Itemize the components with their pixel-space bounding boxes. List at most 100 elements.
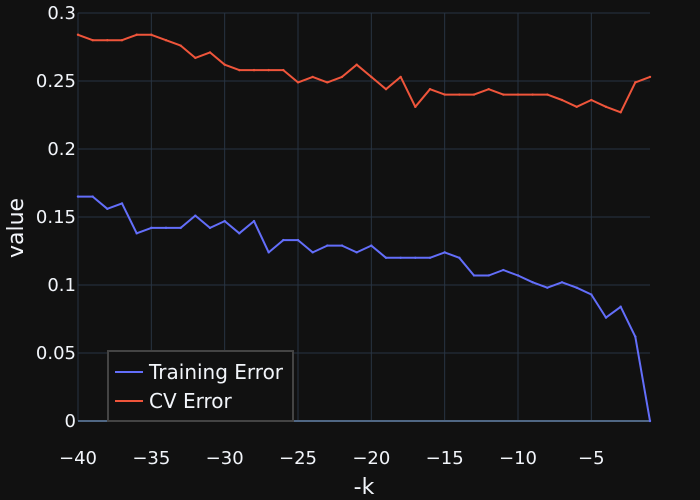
series-line-training-error[interactable]	[78, 195, 651, 422]
data-point-cv-error[interactable]	[164, 39, 168, 42]
legend[interactable]: Training Error CV Error	[107, 350, 294, 422]
data-point-cv-error[interactable]	[135, 33, 138, 36]
y-tick-label: 0.3	[47, 3, 76, 24]
data-point-training-error[interactable]	[604, 316, 608, 319]
data-point-cv-error[interactable]	[194, 56, 197, 60]
data-point-cv-error[interactable]	[472, 93, 476, 96]
data-point-training-error[interactable]	[575, 286, 578, 289]
data-point-training-error[interactable]	[223, 219, 226, 223]
data-point-training-error[interactable]	[91, 195, 94, 198]
data-point-cv-error[interactable]	[150, 33, 153, 36]
data-point-cv-error[interactable]	[443, 93, 446, 96]
data-point-training-error[interactable]	[516, 274, 520, 277]
data-point-training-error[interactable]	[76, 195, 80, 198]
data-point-cv-error[interactable]	[238, 68, 241, 72]
data-point-training-error[interactable]	[648, 419, 652, 423]
data-point-cv-error[interactable]	[370, 75, 373, 79]
data-point-training-error[interactable]	[179, 226, 182, 230]
data-point-training-error[interactable]	[208, 226, 212, 230]
data-point-cv-error[interactable]	[91, 39, 94, 42]
data-point-training-error[interactable]	[106, 207, 109, 211]
data-point-cv-error[interactable]	[326, 81, 329, 84]
data-point-training-error[interactable]	[296, 238, 300, 242]
data-point-training-error[interactable]	[487, 274, 490, 277]
data-point-training-error[interactable]	[355, 251, 358, 254]
data-point-training-error[interactable]	[120, 202, 124, 205]
y-tick-label: 0	[65, 411, 76, 432]
data-point-training-error[interactable]	[150, 226, 153, 230]
data-point-training-error[interactable]	[399, 256, 402, 259]
data-point-cv-error[interactable]	[575, 105, 578, 109]
data-point-cv-error[interactable]	[106, 39, 109, 42]
x-tick-label: −20	[352, 448, 390, 469]
data-point-cv-error[interactable]	[634, 81, 637, 84]
data-point-cv-error[interactable]	[428, 87, 432, 91]
data-point-training-error[interactable]	[634, 335, 637, 338]
data-point-training-error[interactable]	[384, 256, 388, 259]
data-point-training-error[interactable]	[370, 244, 373, 247]
data-point-cv-error[interactable]	[208, 51, 212, 54]
data-point-cv-error[interactable]	[487, 87, 490, 91]
data-point-cv-error[interactable]	[282, 68, 285, 72]
data-point-cv-error[interactable]	[648, 75, 652, 79]
data-point-training-error[interactable]	[267, 251, 270, 254]
data-point-training-error[interactable]	[238, 232, 241, 235]
legend-label-training-error[interactable]: Training Error	[148, 360, 284, 384]
data-point-training-error[interactable]	[458, 256, 461, 259]
data-point-cv-error[interactable]	[179, 44, 182, 47]
data-point-training-error[interactable]	[472, 274, 476, 277]
y-tick-label: 0.05	[36, 343, 76, 364]
x-tick-label: −25	[279, 448, 317, 469]
data-point-cv-error[interactable]	[619, 111, 622, 114]
data-point-cv-error[interactable]	[223, 63, 226, 66]
x-tick-label: −15	[426, 448, 464, 469]
data-point-cv-error[interactable]	[120, 39, 124, 42]
data-point-training-error[interactable]	[590, 293, 593, 296]
data-point-cv-error[interactable]	[252, 68, 256, 72]
data-point-cv-error[interactable]	[502, 93, 505, 96]
data-point-cv-error[interactable]	[399, 75, 402, 79]
y-axis-title: value	[4, 198, 29, 258]
x-tick-label: −30	[206, 448, 244, 469]
data-point-training-error[interactable]	[252, 219, 256, 223]
data-point-training-error[interactable]	[164, 226, 168, 230]
series-line-cv-error[interactable]	[77, 33, 651, 114]
data-point-training-error[interactable]	[531, 281, 534, 284]
y-tick-label: 0.2	[47, 139, 76, 160]
data-point-training-error[interactable]	[546, 286, 549, 289]
data-point-cv-error[interactable]	[296, 81, 300, 84]
data-point-training-error[interactable]	[619, 305, 622, 308]
data-point-cv-error[interactable]	[340, 75, 344, 79]
data-point-training-error[interactable]	[428, 256, 432, 259]
data-point-training-error[interactable]	[443, 251, 446, 254]
data-point-training-error[interactable]	[194, 214, 197, 217]
x-tick-label: −5	[578, 448, 605, 469]
x-tick-label: −40	[59, 448, 97, 469]
data-point-training-error[interactable]	[340, 244, 344, 247]
data-point-cv-error[interactable]	[355, 63, 358, 66]
data-point-training-error[interactable]	[502, 268, 505, 272]
data-point-cv-error[interactable]	[590, 98, 593, 102]
data-point-cv-error[interactable]	[311, 75, 314, 79]
data-point-cv-error[interactable]	[560, 98, 564, 102]
y-tick-label: 0.25	[36, 71, 76, 92]
data-point-cv-error[interactable]	[546, 93, 549, 96]
data-point-cv-error[interactable]	[414, 105, 417, 109]
data-point-training-error[interactable]	[282, 238, 285, 242]
data-point-cv-error[interactable]	[458, 93, 461, 96]
data-point-cv-error[interactable]	[267, 68, 270, 72]
legend-label-cv-error[interactable]: CV Error	[149, 389, 233, 413]
data-point-training-error[interactable]	[560, 281, 564, 284]
data-point-cv-error[interactable]	[531, 93, 534, 96]
data-point-training-error[interactable]	[326, 244, 329, 247]
data-point-cv-error[interactable]	[76, 33, 80, 36]
data-point-cv-error[interactable]	[516, 93, 520, 96]
data-point-cv-error[interactable]	[384, 87, 388, 91]
data-point-cv-error[interactable]	[604, 105, 608, 109]
data-point-training-error[interactable]	[414, 256, 417, 259]
x-tick-label: −10	[499, 448, 537, 469]
data-point-training-error[interactable]	[135, 232, 138, 235]
tick-layer: −40 −35 −30 −25 −20 −15 −10 −5 0 0.05 0.1 0.15 0.2 0.…	[36, 3, 605, 469]
data-point-training-error[interactable]	[311, 251, 314, 254]
x-axis-title: -k	[354, 475, 375, 500]
